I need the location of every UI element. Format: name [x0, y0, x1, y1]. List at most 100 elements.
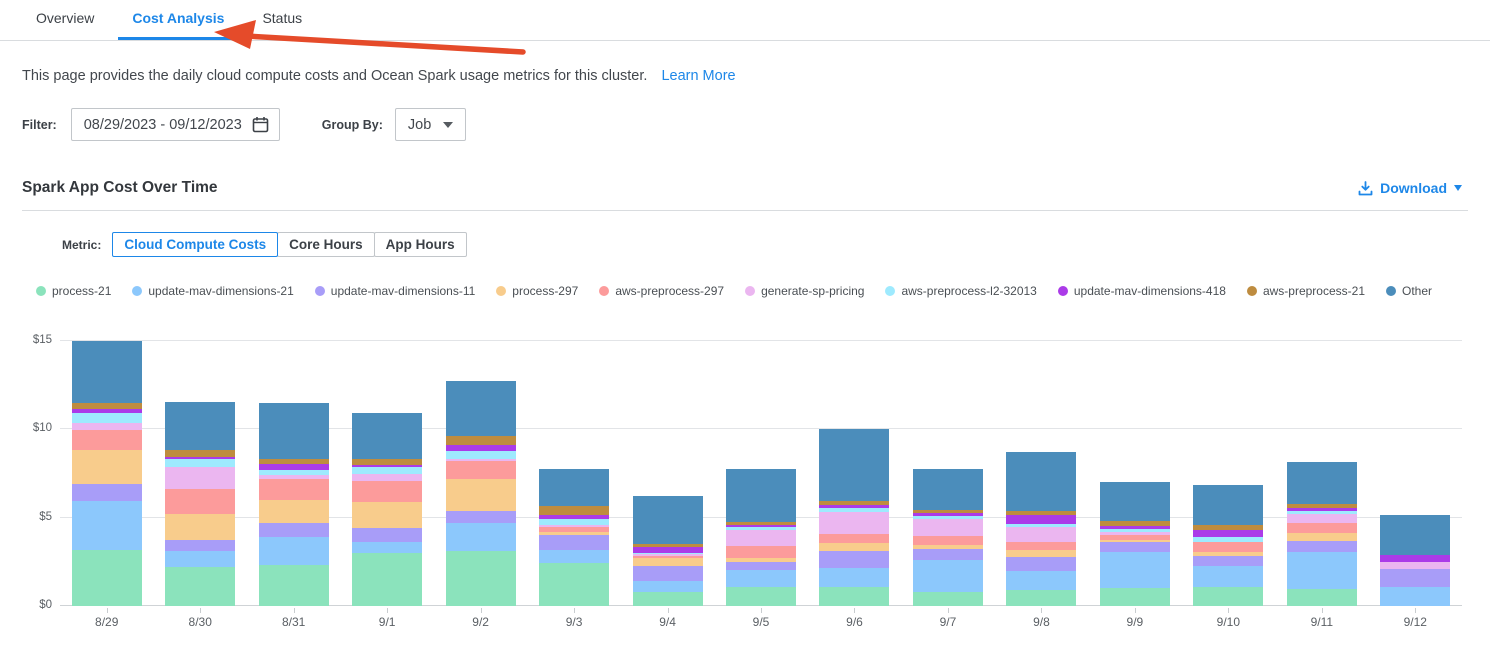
date-range-value: 08/29/2023 - 09/12/2023 — [83, 116, 242, 133]
y-axis-tick-label: $10 — [32, 422, 52, 435]
bar-slot-8-29 — [60, 326, 153, 606]
bar-segment-generate-sp-pricing — [1099, 531, 1170, 535]
bar-segment-other — [1193, 485, 1264, 525]
bars-container — [60, 326, 1462, 606]
bar-segment-process-21 — [912, 591, 983, 606]
bar-segment-process-297 — [632, 558, 703, 567]
bar-segment-generate-sp-pricing — [258, 475, 329, 479]
bar-segment-update-mav-dimensions-21 — [165, 551, 236, 568]
bar-segment-aws-preprocess-l2-32013 — [352, 467, 423, 474]
bar-segment-aws-preprocess-l2-32013 — [819, 508, 890, 512]
legend-label: update-mav-dimensions-11 — [330, 284, 476, 298]
x-axis-tick-label: 9/12 — [1369, 608, 1462, 629]
bar-segment-process-21 — [1286, 589, 1357, 606]
legend-item-other[interactable]: Other — [1386, 284, 1432, 298]
calendar-icon — [252, 117, 269, 133]
stacked-bar-9-4 — [632, 495, 703, 606]
legend-item-process-297[interactable]: process-297 — [496, 284, 578, 298]
x-axis-tick-label: 9/8 — [995, 608, 1088, 629]
bar-slot-9-8 — [995, 326, 1088, 606]
bar-segment-generate-sp-pricing — [71, 423, 142, 431]
legend-item-update-mav-dimensions-11[interactable]: update-mav-dimensions-11 — [314, 284, 476, 298]
bar-segment-aws-preprocess-297 — [258, 478, 329, 501]
learn-more-link[interactable]: Learn More — [661, 68, 736, 84]
metric-button-app-hours[interactable]: App Hours — [373, 232, 467, 257]
bar-segment-other — [726, 469, 797, 523]
bar-segment-update-mav-dimensions-418 — [1099, 525, 1170, 530]
date-range-picker[interactable]: 08/29/2023 - 09/12/2023 — [70, 108, 280, 141]
bar-segment-update-mav-dimensions-11 — [819, 551, 890, 569]
bar-segment-update-mav-dimensions-21 — [726, 569, 797, 588]
bar-segment-process-21 — [1006, 590, 1077, 606]
legend-item-process-21[interactable]: process-21 — [36, 284, 111, 298]
legend-item-update-mav-dimensions-21[interactable]: update-mav-dimensions-21 — [132, 284, 294, 298]
bar-segment-process-21 — [726, 587, 797, 606]
bar-segment-process-297 — [912, 545, 983, 550]
bar-segment-generate-sp-pricing — [632, 553, 703, 556]
bar-segment-update-mav-dimensions-11 — [258, 522, 329, 538]
bar-segment-other — [1380, 515, 1451, 555]
legend-item-aws-preprocess-21[interactable]: aws-preprocess-21 — [1246, 284, 1365, 298]
bar-segment-update-mav-dimensions-418 — [445, 445, 516, 452]
legend-item-update-mav-dimensions-418[interactable]: update-mav-dimensions-418 — [1057, 284, 1226, 298]
bar-segment-other — [165, 402, 236, 450]
tab-overview[interactable]: Overview — [36, 10, 95, 26]
tab-cost-analysis[interactable]: Cost Analysis — [118, 10, 239, 40]
metric-button-cloud-compute-costs[interactable]: Cloud Compute Costs — [112, 232, 279, 257]
bar-segment-update-mav-dimensions-418 — [819, 505, 890, 508]
bar-segment-aws-preprocess-21 — [1193, 524, 1264, 531]
bar-segment-generate-sp-pricing — [1193, 541, 1264, 543]
legend-item-aws-preprocess-l2-32013[interactable]: aws-preprocess-l2-32013 — [885, 284, 1037, 298]
bar-segment-process-21 — [819, 586, 890, 606]
chart-plot-area: $0 $5 $10 $15 — [33, 326, 1462, 611]
gridline-15: $15 — [33, 334, 1462, 346]
bar-segment-update-mav-dimensions-21 — [1099, 552, 1170, 589]
filter-label: Filter: — [22, 117, 57, 132]
stacked-bar-9-1 — [352, 412, 423, 606]
stacked-bar-9-8 — [1006, 452, 1077, 606]
bar-segment-process-297 — [352, 501, 423, 529]
bar-segment-process-21 — [445, 551, 516, 606]
legend-dot-icon — [745, 286, 756, 296]
tab-status[interactable]: Status — [262, 10, 303, 26]
y-axis-tick-label: $0 — [39, 599, 52, 611]
bar-segment-update-mav-dimensions-21 — [71, 500, 142, 551]
bar-segment-update-mav-dimensions-11 — [1380, 568, 1451, 587]
bar-segment-update-mav-dimensions-21 — [632, 581, 703, 592]
bar-segment-update-mav-dimensions-21 — [819, 568, 890, 587]
group-by-select[interactable]: Job — [394, 108, 467, 141]
bar-segment-aws-preprocess-21 — [819, 500, 890, 506]
stacked-bar-9-12 — [1380, 515, 1451, 606]
legend-dot-icon — [599, 286, 610, 296]
metric-button-core-hours[interactable]: Core Hours — [277, 232, 375, 257]
bar-segment-generate-sp-pricing — [165, 467, 236, 490]
stacked-bar-9-7 — [912, 469, 983, 606]
bar-segment-generate-sp-pricing — [1286, 514, 1357, 524]
x-axis-tick-label: 9/10 — [1182, 608, 1275, 629]
download-button[interactable]: Download — [1358, 180, 1462, 196]
bar-slot-8-31 — [247, 326, 340, 606]
bar-segment-update-mav-dimensions-418 — [1193, 530, 1264, 538]
legend-label: aws-preprocess-21 — [1262, 284, 1365, 298]
x-axis-tick-label: 8/30 — [153, 608, 246, 629]
bar-segment-aws-preprocess-l2-32013 — [71, 412, 142, 424]
tab-bar: Overview Cost Analysis Status — [0, 0, 1490, 41]
bar-segment-generate-sp-pricing — [1006, 527, 1077, 543]
bar-segment-update-mav-dimensions-418 — [632, 546, 703, 554]
bar-segment-process-21 — [1193, 587, 1264, 606]
stacked-bar-8-29 — [71, 341, 142, 606]
legend-item-aws-preprocess-297[interactable]: aws-preprocess-297 — [599, 284, 724, 298]
x-axis-tick-label: 9/7 — [901, 608, 994, 629]
description-text: This page provides the daily cloud compu… — [22, 68, 648, 84]
bar-slot-9-12 — [1369, 326, 1462, 606]
bar-segment-aws-preprocess-21 — [912, 509, 983, 514]
y-axis-tick-label: $15 — [32, 334, 52, 346]
bar-segment-aws-preprocess-l2-32013 — [1286, 510, 1357, 515]
bar-segment-update-mav-dimensions-418 — [912, 513, 983, 516]
bar-segment-aws-preprocess-297 — [632, 555, 703, 559]
legend-item-generate-sp-pricing[interactable]: generate-sp-pricing — [745, 284, 864, 298]
bar-segment-process-21 — [539, 562, 610, 606]
stacked-bar-9-5 — [726, 469, 797, 606]
bar-segment-aws-preprocess-l2-32013 — [1099, 529, 1170, 532]
